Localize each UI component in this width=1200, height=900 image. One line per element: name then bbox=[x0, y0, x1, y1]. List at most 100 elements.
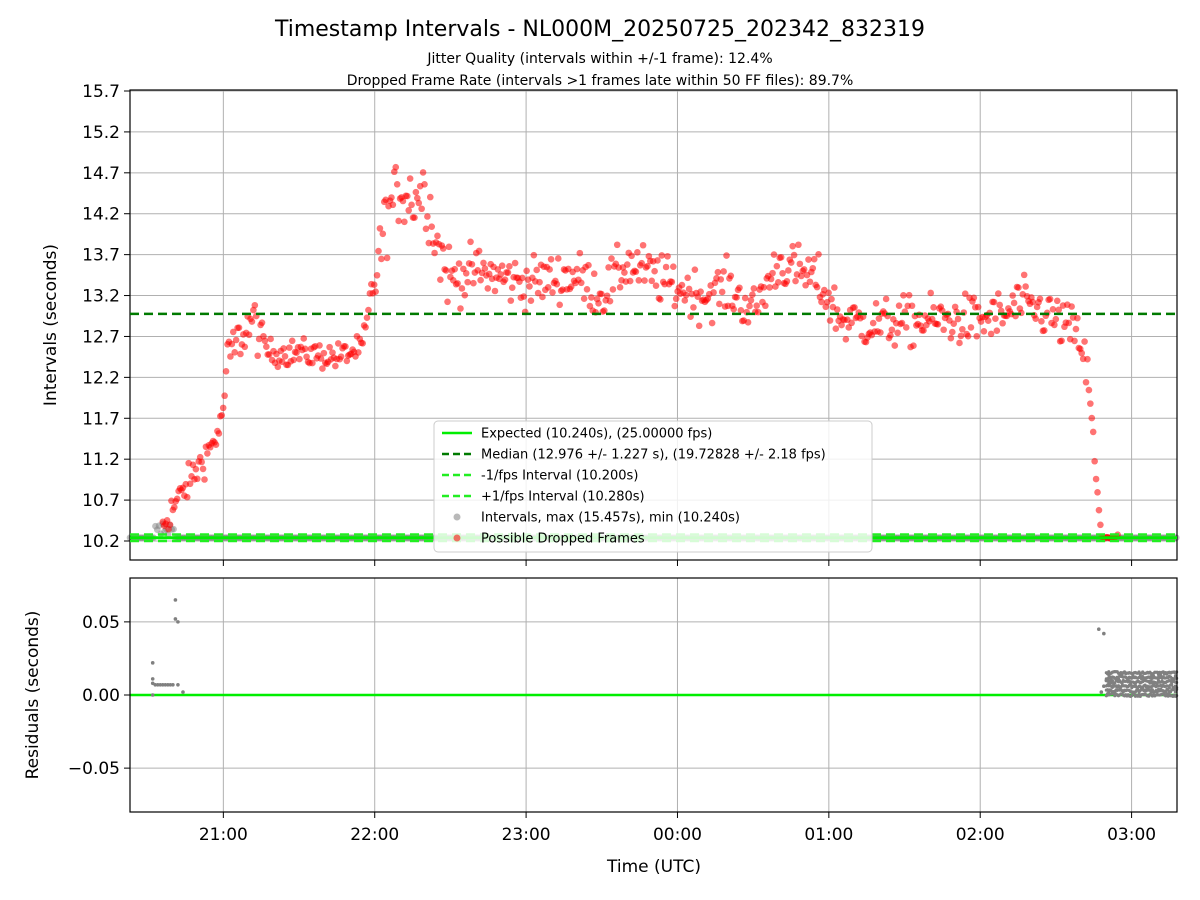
dropped-frame-point bbox=[365, 306, 372, 314]
legend: Expected (10.240s), (25.00000 fps) Median… bbox=[433, 420, 873, 553]
dropped-frame-point bbox=[747, 296, 755, 304]
dropped-frame-point bbox=[267, 335, 274, 343]
dropped-frame-point bbox=[261, 337, 269, 345]
dropped-frame-point bbox=[588, 294, 595, 301]
dropped-frame-point bbox=[1078, 349, 1086, 357]
y-tick-label: 15.7 bbox=[82, 82, 120, 102]
dropped-frame-point bbox=[251, 301, 259, 309]
dropped-frame-point bbox=[999, 319, 1006, 327]
dropped-frame-point bbox=[329, 349, 336, 356]
dropped-frame-point bbox=[1068, 303, 1075, 310]
dropped-frame-point bbox=[288, 337, 296, 345]
dropped-frame-point bbox=[461, 291, 469, 299]
residual-point bbox=[171, 682, 175, 687]
dropped-frame-point bbox=[902, 324, 910, 331]
dropped-frame-point bbox=[695, 322, 703, 330]
dropped-frame-point bbox=[894, 329, 901, 337]
dropped-frame-point bbox=[934, 320, 942, 328]
dropped-frame-point bbox=[736, 284, 743, 292]
dropped-frame-point bbox=[641, 277, 648, 284]
dropped-frame-point bbox=[458, 285, 466, 292]
dropped-frame-point bbox=[872, 300, 880, 307]
y-tick-label: 14.2 bbox=[82, 205, 120, 225]
dropped-frame-point bbox=[511, 259, 519, 267]
dropped-frame-point bbox=[609, 286, 617, 293]
dropped-frame-point bbox=[773, 262, 781, 270]
dropped-frame-point bbox=[990, 298, 998, 306]
dropped-frame-point bbox=[546, 266, 553, 273]
dropped-frame-point bbox=[1020, 271, 1028, 279]
dropped-frame-point bbox=[389, 201, 397, 209]
dropped-frame-point bbox=[806, 278, 814, 286]
dropped-frame-point bbox=[254, 352, 262, 360]
dropped-frame-point bbox=[412, 188, 420, 196]
dropped-frame-point bbox=[388, 194, 395, 201]
interval-point bbox=[170, 525, 177, 533]
dropped-frame-point bbox=[993, 327, 1001, 335]
x-tick-label: 03:00 bbox=[1107, 825, 1156, 845]
dropped-frame-point bbox=[405, 207, 413, 214]
dropped-frame-point bbox=[905, 291, 913, 299]
dropped-frame-point bbox=[491, 287, 499, 295]
dropped-frame-point bbox=[442, 267, 450, 274]
dropped-frame-point bbox=[813, 283, 821, 291]
dropped-frame-point bbox=[628, 252, 635, 260]
dropped-frame-point bbox=[534, 289, 542, 297]
dropped-frame-point bbox=[1046, 295, 1054, 303]
dropped-frame-point bbox=[290, 356, 297, 364]
dropped-frame-point bbox=[544, 284, 552, 291]
dropped-frame-point bbox=[727, 272, 735, 280]
chart-subtitle-line-2: Dropped Frame Rate (intervals >1 frames … bbox=[347, 73, 854, 89]
dropped-frame-point bbox=[481, 265, 489, 272]
dropped-frame-point bbox=[300, 335, 308, 342]
residual-point bbox=[1096, 627, 1101, 631]
dropped-frame-point bbox=[1015, 284, 1022, 291]
dropped-frame-point bbox=[733, 294, 740, 301]
dropped-frame-point bbox=[485, 270, 493, 278]
dropped-frame-point bbox=[1082, 378, 1090, 386]
dropped-frame-point bbox=[1095, 506, 1103, 514]
dropped-frame-point bbox=[399, 197, 407, 205]
dropped-frame-point bbox=[359, 340, 366, 347]
y-tick-label: 15.2 bbox=[82, 123, 120, 143]
legend-box bbox=[433, 420, 873, 553]
dropped-frame-point bbox=[376, 225, 384, 232]
dropped-frame-point bbox=[526, 283, 533, 290]
dropped-frame-point bbox=[635, 277, 643, 284]
dropped-frame-point bbox=[996, 301, 1004, 309]
dropped-frame-point bbox=[418, 205, 425, 213]
dropped-frame-point bbox=[621, 269, 628, 276]
dropped-frame-point bbox=[741, 294, 749, 302]
dropped-frame-point bbox=[838, 321, 845, 329]
dropped-frame-point bbox=[790, 251, 798, 259]
dropped-frame-point bbox=[595, 300, 602, 307]
dropped-frame-point bbox=[848, 319, 855, 327]
dropped-frame-point bbox=[1009, 292, 1016, 299]
dropped-frame-point bbox=[464, 278, 471, 286]
dropped-frame-point bbox=[930, 304, 937, 311]
dropped-frame-point bbox=[668, 278, 676, 286]
dropped-frame-point bbox=[183, 493, 191, 501]
dropped-frame-point bbox=[1074, 314, 1081, 322]
dropped-frame-point bbox=[1072, 325, 1080, 333]
dropped-frame-point bbox=[227, 353, 234, 360]
dropped-frame-point bbox=[957, 332, 965, 340]
dropped-frame-point bbox=[199, 465, 207, 473]
dropped-frame-point bbox=[785, 267, 792, 274]
dropped-frame-point bbox=[672, 295, 680, 303]
dropped-frame-point bbox=[714, 268, 722, 276]
dropped-frame-point bbox=[710, 289, 717, 296]
residuals-y-axis-label: Residuals (seconds) bbox=[23, 611, 43, 780]
dropped-frame-point bbox=[337, 353, 345, 360]
dropped-frame-point bbox=[769, 269, 776, 277]
dropped-frame-point bbox=[723, 252, 730, 259]
dropped-frame-point bbox=[245, 331, 253, 339]
dropped-frame-point bbox=[296, 355, 303, 363]
residual-point bbox=[1099, 690, 1104, 694]
residual-point bbox=[1172, 677, 1176, 681]
dropped-frame-point bbox=[882, 295, 890, 303]
dropped-frame-point bbox=[585, 261, 592, 269]
dropped-frame-point bbox=[411, 214, 418, 221]
dropped-frame-point bbox=[795, 241, 802, 249]
dropped-frame-point bbox=[454, 280, 461, 287]
